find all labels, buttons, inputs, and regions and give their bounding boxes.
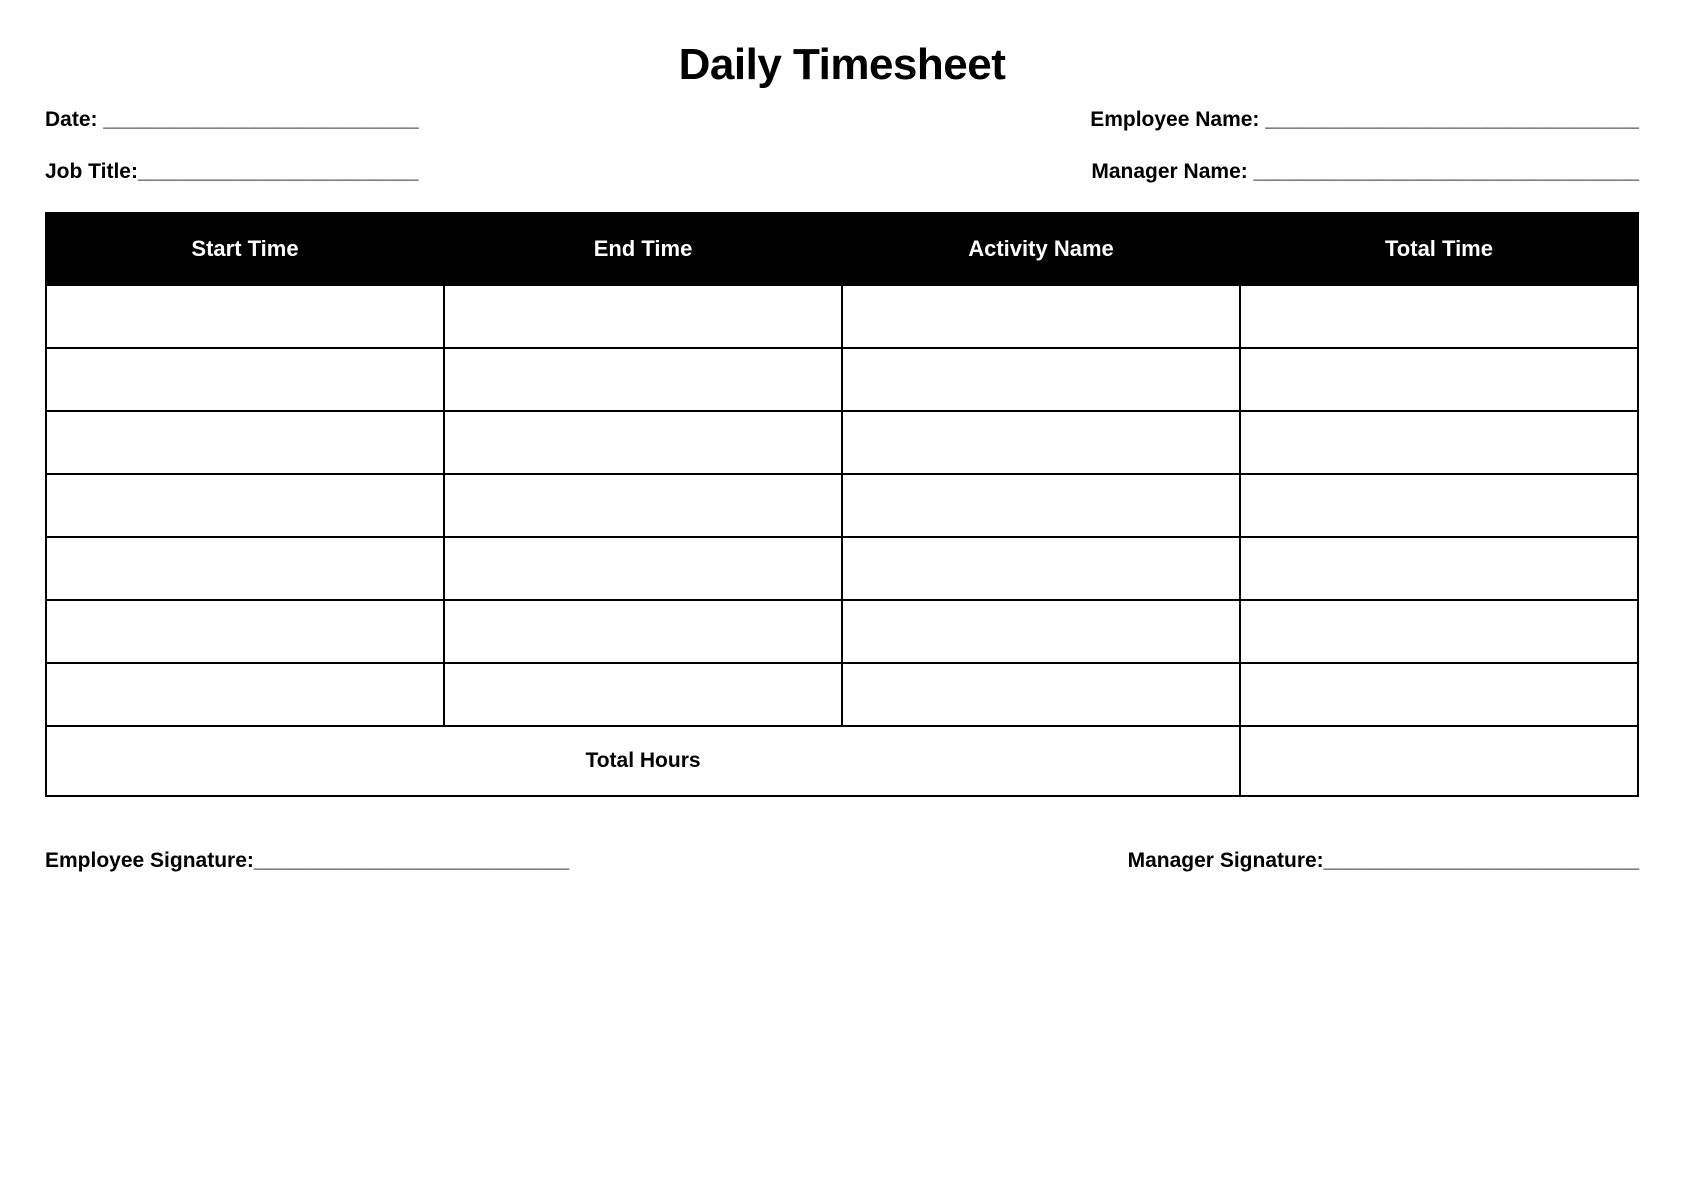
table-cell [842, 600, 1240, 663]
employee-name-field: Employee Name: _________________________… [1090, 108, 1639, 132]
table-cell [444, 537, 842, 600]
table-header-row: Start Time End Time Activity Name Total … [46, 213, 1638, 285]
table-cell [46, 663, 444, 726]
table-row [46, 474, 1638, 537]
table-cell [842, 537, 1240, 600]
table-cell [46, 411, 444, 474]
table-cell [46, 600, 444, 663]
table-cell [1240, 600, 1638, 663]
info-row-2: Job Title:________________________ Manag… [45, 160, 1639, 184]
col-end-time: End Time [444, 213, 842, 285]
table-cell [1240, 411, 1638, 474]
table-cell [1240, 348, 1638, 411]
table-cell [1240, 537, 1638, 600]
table-cell [444, 348, 842, 411]
table-cell [1240, 474, 1638, 537]
table-cell [46, 537, 444, 600]
col-start-time: Start Time [46, 213, 444, 285]
table-row [46, 600, 1638, 663]
table-cell [444, 474, 842, 537]
col-activity-name: Activity Name [842, 213, 1240, 285]
table-cell [1240, 663, 1638, 726]
job-title-field: Job Title:________________________ [45, 160, 418, 184]
manager-signature-field: Manager Signature:______________________… [1128, 849, 1639, 873]
info-row-1: Date: ___________________________ Employ… [45, 108, 1639, 132]
signatures-row: Employee Signature:_____________________… [45, 849, 1639, 873]
table-cell [1240, 285, 1638, 348]
table-row [46, 285, 1638, 348]
table-cell [46, 474, 444, 537]
table-row [46, 348, 1638, 411]
timesheet-table: Start Time End Time Activity Name Total … [45, 212, 1639, 797]
table-cell [842, 285, 1240, 348]
table-cell [842, 663, 1240, 726]
table-cell [842, 348, 1240, 411]
table-row [46, 537, 1638, 600]
table-cell [46, 285, 444, 348]
table-body: Total Hours [46, 285, 1638, 796]
manager-name-field: Manager Name: __________________________… [1091, 160, 1639, 184]
total-hours-label: Total Hours [46, 726, 1240, 796]
table-cell [444, 411, 842, 474]
table-cell [842, 474, 1240, 537]
table-cell [46, 348, 444, 411]
total-hours-value [1240, 726, 1638, 796]
col-total-time: Total Time [1240, 213, 1638, 285]
table-row [46, 663, 1638, 726]
table-cell [842, 411, 1240, 474]
date-field: Date: ___________________________ [45, 108, 419, 132]
table-cell [444, 600, 842, 663]
table-cell [444, 663, 842, 726]
total-row: Total Hours [46, 726, 1638, 796]
employee-signature-field: Employee Signature:_____________________… [45, 849, 569, 873]
table-cell [444, 285, 842, 348]
table-row [46, 411, 1638, 474]
page-title: Daily Timesheet [45, 40, 1639, 90]
